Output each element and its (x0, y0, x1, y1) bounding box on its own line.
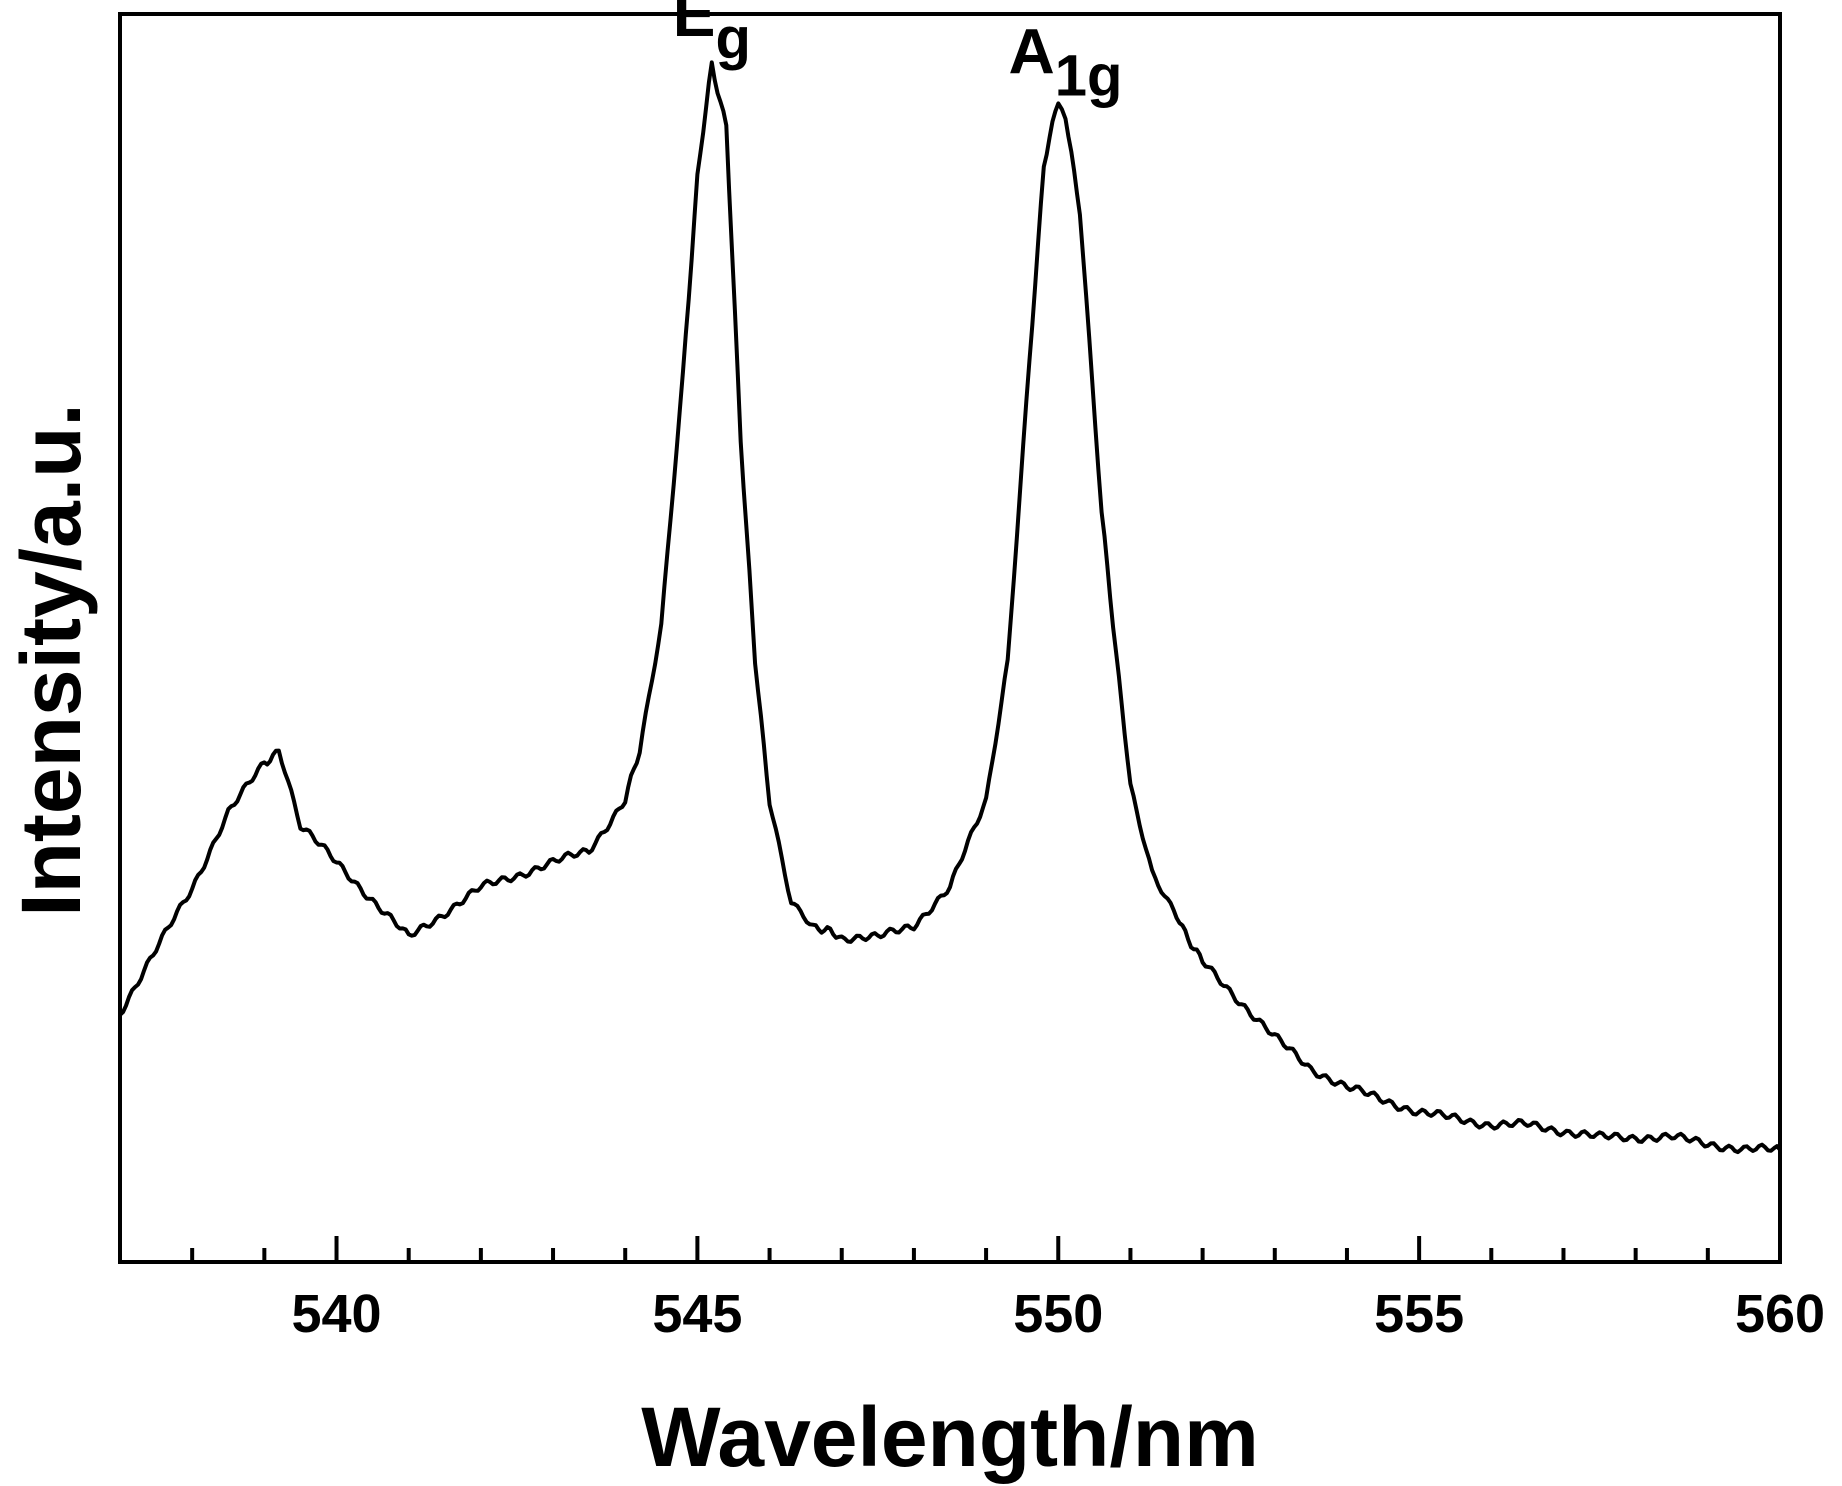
y-axis-title: Intensity/a.u. (4, 403, 98, 916)
peak-label: A1g (1009, 15, 1123, 108)
x-axis-title: Wavelength/nm (641, 1390, 1259, 1484)
x-tick-label: 545 (652, 1284, 742, 1344)
x-tick-label: 555 (1374, 1284, 1464, 1344)
peak-annotations: Eg A1g (673, 0, 1123, 108)
x-tick-label: 550 (1013, 1284, 1103, 1344)
x-tick-label: 540 (291, 1284, 381, 1344)
x-axis-tick-labels: 540 545 550 555 560 (291, 1284, 1825, 1344)
plot-frame (118, 12, 1782, 1264)
x-axis-major-ticks (334, 1236, 1782, 1262)
x-tick-label: 560 (1735, 1284, 1825, 1344)
peak-label: Eg (673, 0, 751, 71)
x-axis-minor-ticks (118, 1248, 1710, 1262)
spectrum-line (118, 60, 1782, 1155)
